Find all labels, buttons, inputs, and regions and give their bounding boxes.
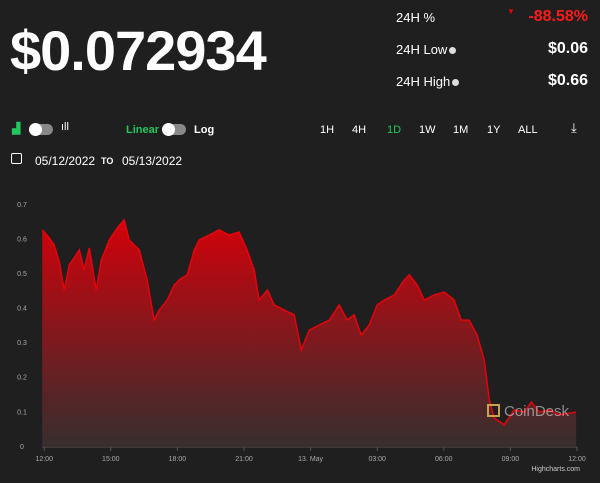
- area-icon[interactable]: ▟: [12, 123, 21, 135]
- line: [41, 218, 577, 426]
- stat-value: $0.66: [547, 72, 588, 89]
- range-button[interactable]: 1H: [320, 124, 335, 136]
- x-tick-label: 12:00: [35, 456, 53, 463]
- scale-toggle[interactable]: [162, 123, 186, 136]
- watermark: CoinDesk: [504, 403, 570, 420]
- x-tick-label: 18:00: [169, 456, 187, 463]
- date-to[interactable]: 05/13/2022: [122, 154, 183, 168]
- range-button[interactable]: ALL: [518, 124, 538, 136]
- range-button[interactable]: 1Y: [487, 124, 501, 136]
- range-button[interactable]: 1M: [453, 124, 469, 136]
- date-sep: TO: [101, 156, 114, 166]
- chart-toggle[interactable]: [29, 123, 53, 136]
- y-tick-label: 0.3: [17, 340, 27, 347]
- stat-value: $0.06: [547, 40, 588, 57]
- y-tick-label: 0.5: [17, 271, 27, 278]
- calendar-icon[interactable]: [11, 153, 22, 164]
- range-button[interactable]: 1D: [387, 124, 402, 136]
- x-tick-label: 09:00: [502, 456, 520, 463]
- x-tick-label: 03:00: [368, 456, 386, 463]
- y-tick-label: 0.2: [17, 375, 27, 382]
- down-arrow: ▼: [507, 7, 515, 16]
- range-button[interactable]: 1W: [419, 124, 436, 136]
- log-label[interactable]: Log: [194, 124, 215, 136]
- area: [42, 219, 577, 447]
- stat-label: 24H Low: [396, 42, 448, 57]
- linear-label[interactable]: Linear: [126, 124, 160, 136]
- range-button[interactable]: 4H: [352, 124, 367, 136]
- x-tick-label: 06:00: [435, 456, 453, 463]
- y-tick-label: 0.1: [17, 409, 27, 416]
- info-icon[interactable]: [449, 47, 457, 54]
- price: $0.072934: [10, 19, 267, 82]
- stat-value: -88.58%: [528, 8, 588, 25]
- watermark-icon: [487, 404, 500, 417]
- y-tick-label: 0: [20, 444, 24, 451]
- y-tick-label: 0.7: [17, 202, 27, 209]
- stat-label: 24H High: [396, 74, 451, 89]
- y-tick-label: 0.6: [17, 236, 27, 243]
- x-tick-label: 21:00: [235, 456, 253, 463]
- credit: Highcharts.com: [531, 466, 580, 473]
- x-tick-label: 15:00: [102, 456, 120, 463]
- bar-icon[interactable]: ıll: [61, 121, 69, 133]
- stat-label: 24H %: [396, 10, 436, 25]
- date-from[interactable]: 05/12/2022: [35, 154, 96, 168]
- x-tick-label: 12:00: [568, 456, 586, 463]
- x-tick-label: 13. May: [298, 456, 323, 463]
- info-icon[interactable]: [452, 79, 460, 86]
- y-tick-label: 0.4: [17, 306, 27, 313]
- download-icon[interactable]: ⤓: [571, 120, 577, 135]
